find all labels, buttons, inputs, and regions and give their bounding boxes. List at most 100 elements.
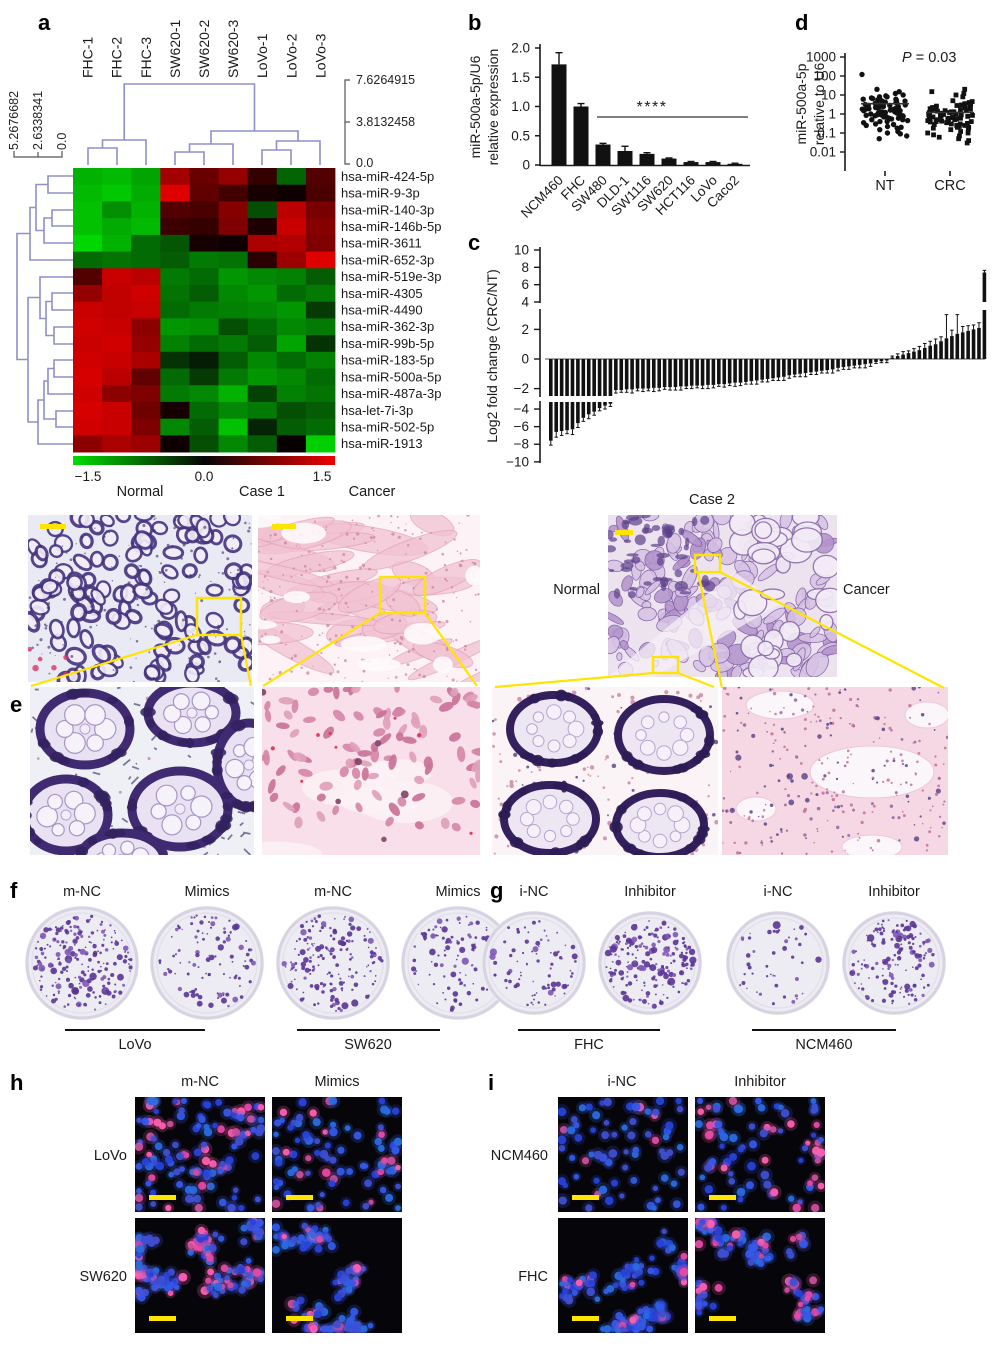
- heatmap-cell: [306, 268, 336, 285]
- bar: [549, 402, 553, 441]
- scale-bar: [40, 524, 66, 529]
- bar: [945, 338, 949, 359]
- heatmap-cell: [131, 402, 161, 419]
- bar: [662, 159, 677, 165]
- colony-dish: [482, 911, 586, 1015]
- histology-case2-overview: [602, 503, 846, 686]
- bar: [809, 359, 813, 372]
- data-point: [869, 117, 874, 122]
- heatmap-cell: [277, 201, 307, 218]
- heatmap-cell: [277, 352, 307, 369]
- p-value: P = 0.03: [902, 50, 956, 66]
- treatment-label: m-NC: [314, 884, 352, 900]
- group-label: CRC: [934, 178, 965, 194]
- heatmap-cell: [219, 419, 249, 436]
- heatmap-cell: [102, 385, 132, 402]
- treatment-label: i-NC: [520, 884, 549, 900]
- heatmap-cell: [277, 402, 307, 419]
- treatment-label: i-NC: [764, 884, 793, 900]
- data-point: [859, 72, 864, 77]
- heatmap-cell: [306, 252, 336, 269]
- bar: [701, 359, 705, 386]
- heatmap-cell: [73, 268, 103, 285]
- data-point: [864, 113, 869, 118]
- heatmap-cell: [160, 218, 190, 235]
- svg-text:0.0: 0.0: [55, 133, 69, 150]
- data-point: [928, 120, 933, 125]
- bar: [744, 359, 748, 382]
- bar: [983, 273, 987, 302]
- treatment-label: Mimics: [184, 884, 229, 900]
- bar: [847, 359, 851, 366]
- bar: [603, 402, 607, 406]
- bar: [596, 145, 611, 165]
- heatmap-cell: [306, 285, 336, 302]
- bar: [554, 359, 558, 396]
- heatmap-cell: [306, 369, 336, 386]
- data-point: [956, 136, 961, 141]
- heatmap-cell: [219, 168, 249, 185]
- svg-text:3.8132458: 3.8132458: [356, 115, 415, 129]
- heatmap-cell: [277, 318, 307, 335]
- heatmap-cell: [306, 168, 336, 185]
- bar: [890, 358, 894, 359]
- heatmap-cell: [219, 285, 249, 302]
- zoom-line: [495, 673, 653, 687]
- bar: [831, 359, 835, 369]
- heatmap-dynamic: hsa-miR-424-5phsa-miR-9-3phsa-miR-140-3p…: [7, 19, 441, 484]
- case2-cancer-caption: Cancer: [843, 582, 890, 598]
- scale-bar: [615, 530, 633, 535]
- bar: [733, 359, 737, 383]
- heatmap-cell: [189, 369, 219, 386]
- data-point: [949, 122, 954, 127]
- bar: [576, 402, 580, 423]
- heatmap-cell: [160, 235, 190, 252]
- panel-i-label: i: [488, 1070, 494, 1095]
- data-point: [960, 94, 965, 99]
- bar: [674, 359, 678, 387]
- column-label: i-NC: [608, 1074, 637, 1090]
- bar: [560, 359, 564, 396]
- heatmap-cell: [102, 435, 132, 452]
- heatmap-cell: [248, 385, 278, 402]
- colony-dish: [276, 906, 390, 1020]
- heatmap-cell: [219, 318, 249, 335]
- colony-dish: [150, 906, 264, 1020]
- scale-bar: [709, 1316, 736, 1321]
- data-point: [937, 135, 942, 140]
- column-label: Mimics: [314, 1074, 359, 1090]
- bar: [858, 359, 862, 365]
- heatmap-cell: [248, 435, 278, 452]
- heatmap-cell: [160, 402, 190, 419]
- data-point: [877, 136, 882, 141]
- data-point: [958, 129, 963, 134]
- scale-bar: [149, 1316, 176, 1321]
- bar: [869, 359, 873, 363]
- case1-cancer-caption: Cancer: [349, 484, 396, 500]
- svg-text:miR-500a-5p/U6: miR-500a-5p/U6: [467, 55, 483, 158]
- data-point: [925, 131, 930, 136]
- bar: [863, 359, 867, 364]
- heatmap-row-label: hsa-miR-362-3p: [341, 319, 434, 334]
- heatmap-cell: [160, 185, 190, 202]
- bar: [956, 334, 960, 359]
- data-point: [970, 113, 975, 118]
- bar: [782, 359, 786, 377]
- bar: [582, 359, 586, 396]
- treatment-label: Inhibitor: [868, 884, 920, 900]
- heatmap-row-label: hsa-miR-4305: [341, 286, 423, 301]
- heatmap-cell: [277, 302, 307, 319]
- heatmap-cell: [73, 302, 103, 319]
- heatmap-cell: [131, 252, 161, 269]
- heatmap-cell: [102, 352, 132, 369]
- fluorescence-ncm460-inhibitor: [692, 1094, 829, 1216]
- bar: [777, 359, 781, 378]
- heatmap-cell: [102, 185, 132, 202]
- heatmap-cell: [131, 385, 161, 402]
- bar: [684, 162, 699, 165]
- heatmap-cell: [189, 435, 219, 452]
- bar: [587, 402, 591, 414]
- heatmap-cell: [277, 385, 307, 402]
- heatmap-cell: [219, 369, 249, 386]
